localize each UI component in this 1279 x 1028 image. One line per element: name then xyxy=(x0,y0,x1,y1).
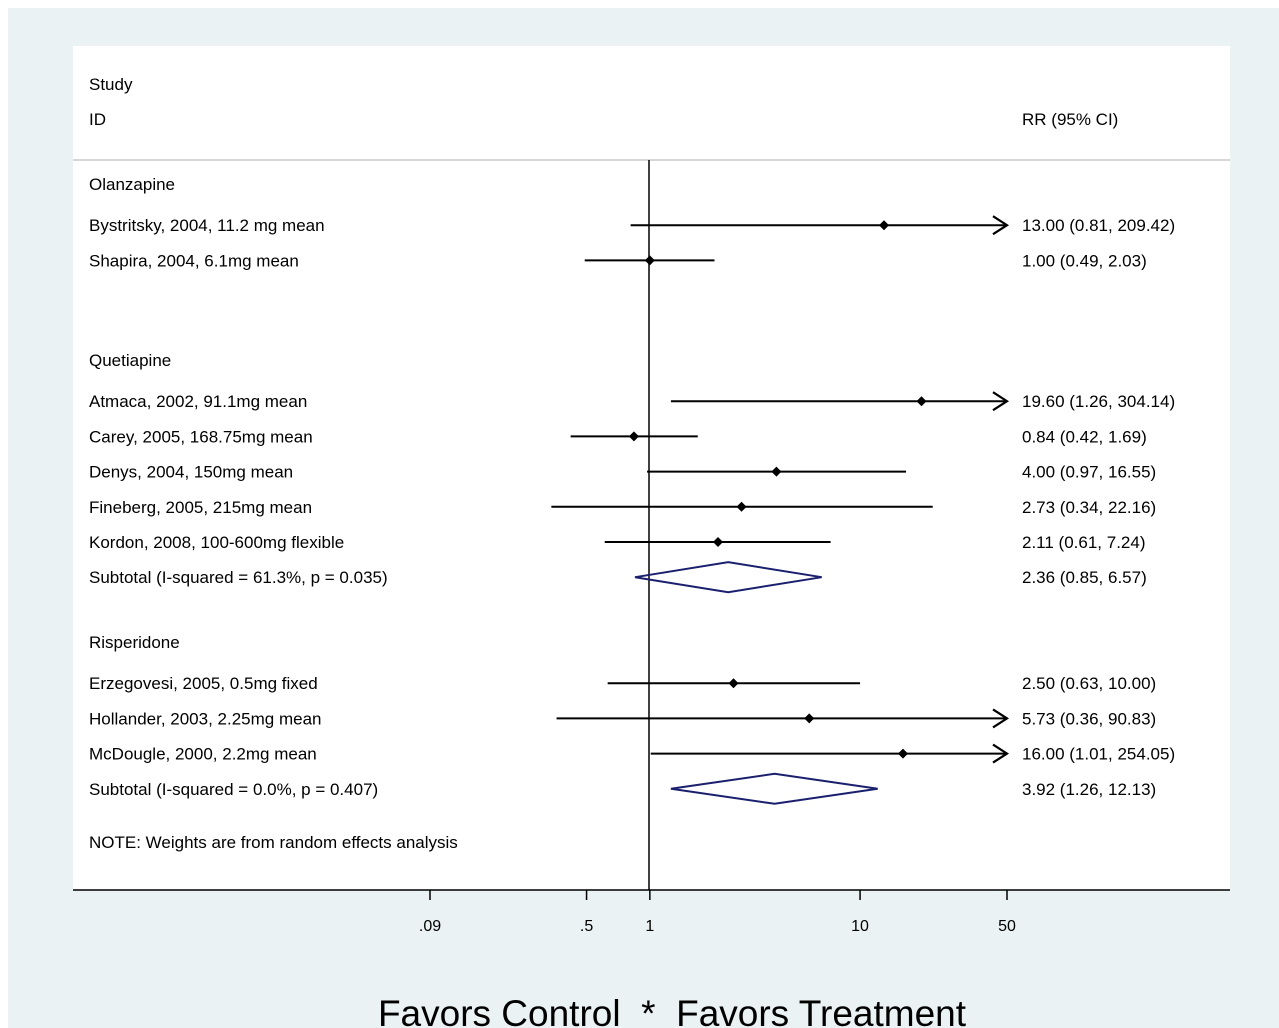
point-estimate xyxy=(879,220,890,231)
subtotal-id: Subtotal (I-squared = 61.3%, p = 0.035) xyxy=(89,568,388,587)
plot-panel xyxy=(73,46,1230,890)
x-tick-label: 50 xyxy=(998,918,1016,935)
header-study: Study xyxy=(89,75,133,94)
study-effect-label: 5.73 (0.36, 90.83) xyxy=(1022,709,1156,728)
subtotal-effect-label: 2.36 (0.85, 6.57) xyxy=(1022,568,1147,587)
group-olanzapine: Olanzapine Bystritsky, 2004, 11.2 mg mean… xyxy=(89,175,1175,270)
study-row: Carey, 2005, 168.75mg mean 0.84 (0.42, 1.… xyxy=(89,427,1147,446)
study-effect-label: 1.00 (0.49, 2.03) xyxy=(1022,251,1147,270)
study-effect-label: 2.73 (0.34, 22.16) xyxy=(1022,498,1156,517)
study-effect-label: 0.84 (0.42, 1.69) xyxy=(1022,427,1147,446)
ci-arrow xyxy=(992,708,1010,729)
x-axis-ticks: .09 .5 1 10 50 xyxy=(419,890,1016,935)
header-id: ID xyxy=(89,110,106,129)
subtotal-row: Subtotal (I-squared = 0.0%, p = 0.407) 3.… xyxy=(89,772,1156,805)
header-effect: RR (95% CI) xyxy=(1022,110,1118,129)
ci-arrow xyxy=(992,391,1010,412)
study-effect-label: 13.00 (0.81, 209.42) xyxy=(1022,216,1175,235)
study-id: Carey, 2005, 168.75mg mean xyxy=(89,427,313,446)
direction-caption: Favors Control * Favors Treatment xyxy=(378,993,967,1028)
study-effect-label: 2.50 (0.63, 10.00) xyxy=(1022,674,1156,693)
point-estimate xyxy=(736,501,747,512)
subtotal-effect-label: 3.92 (1.26, 12.13) xyxy=(1022,780,1156,799)
study-id: Hollander, 2003, 2.25mg mean xyxy=(89,709,322,728)
study-row: Atmaca, 2002, 91.1mg mean 19.60 (1.26, 30… xyxy=(89,391,1175,412)
study-row: Denys, 2004, 150mg mean 4.00 (0.97, 16.55… xyxy=(89,463,1156,482)
study-id: Shapira, 2004, 6.1mg mean xyxy=(89,251,299,270)
x-tick-label: .5 xyxy=(580,918,593,935)
study-id: Erzegovesi, 2005, 0.5mg fixed xyxy=(89,674,318,693)
study-effect-label: 16.00 (1.01, 254.05) xyxy=(1022,745,1175,764)
x-tick-label: 1 xyxy=(645,918,654,935)
ci-arrow xyxy=(992,743,1010,764)
study-row: Erzegovesi, 2005, 0.5mg fixed 2.50 (0.63,… xyxy=(89,674,1156,693)
study-row: Fineberg, 2005, 215mg mean 2.73 (0.34, 22… xyxy=(89,498,1156,517)
point-estimate xyxy=(628,431,639,442)
subtotal-row: Subtotal (I-squared = 61.3%, p = 0.035) 2… xyxy=(89,561,1147,594)
group-risperidone: Risperidone Erzegovesi, 2005, 0.5mg fixed… xyxy=(89,633,1175,805)
study-row: Hollander, 2003, 2.25mg mean 5.73 (0.36, … xyxy=(89,708,1156,729)
study-effect-label: 19.60 (1.26, 304.14) xyxy=(1022,392,1175,411)
study-row: McDougle, 2000, 2.2mg mean 16.00 (1.01, 2… xyxy=(89,743,1175,764)
point-estimate xyxy=(916,396,927,407)
study-id: Fineberg, 2005, 215mg mean xyxy=(89,498,312,517)
group-label: Risperidone xyxy=(89,633,180,652)
study-row: Bystritsky, 2004, 11.2 mg mean 13.00 (0.8… xyxy=(89,215,1175,236)
pooled-diamond xyxy=(670,772,878,805)
group-quetiapine: Quetiapine Atmaca, 2002, 91.1mg mean 19.60… xyxy=(89,351,1175,594)
study-effect-label: 2.11 (0.61, 7.24) xyxy=(1022,533,1146,552)
study-row: Shapira, 2004, 6.1mg mean 1.00 (0.49, 2.0… xyxy=(89,251,1147,270)
weights-note: NOTE: Weights are from random effects an… xyxy=(89,833,458,852)
study-id: McDougle, 2000, 2.2mg mean xyxy=(89,745,317,764)
group-label: Quetiapine xyxy=(89,351,171,370)
x-tick-label: 10 xyxy=(851,918,869,935)
ci-arrow xyxy=(992,215,1010,236)
group-label: Olanzapine xyxy=(89,175,175,194)
study-id: Bystritsky, 2004, 11.2 mg mean xyxy=(89,216,325,235)
point-estimate xyxy=(897,748,908,759)
subtotal-id: Subtotal (I-squared = 0.0%, p = 0.407) xyxy=(89,780,378,799)
point-estimate xyxy=(713,537,724,547)
study-id: Atmaca, 2002, 91.1mg mean xyxy=(89,392,307,411)
point-estimate xyxy=(771,466,782,477)
study-id: Denys, 2004, 150mg mean xyxy=(89,463,293,482)
pooled-diamond xyxy=(634,561,822,594)
point-estimate xyxy=(728,678,739,689)
study-id: Kordon, 2008, 100-600mg flexible xyxy=(89,533,344,552)
study-effect-label: 4.00 (0.97, 16.55) xyxy=(1022,463,1156,482)
study-row: Kordon, 2008, 100-600mg flexible 2.11 (0.… xyxy=(89,533,1146,552)
forest-rows: Olanzapine Bystritsky, 2004, 11.2 mg mean… xyxy=(89,175,1175,805)
x-tick-label: .09 xyxy=(419,918,441,935)
point-estimate xyxy=(804,713,815,724)
point-estimate xyxy=(644,255,655,266)
